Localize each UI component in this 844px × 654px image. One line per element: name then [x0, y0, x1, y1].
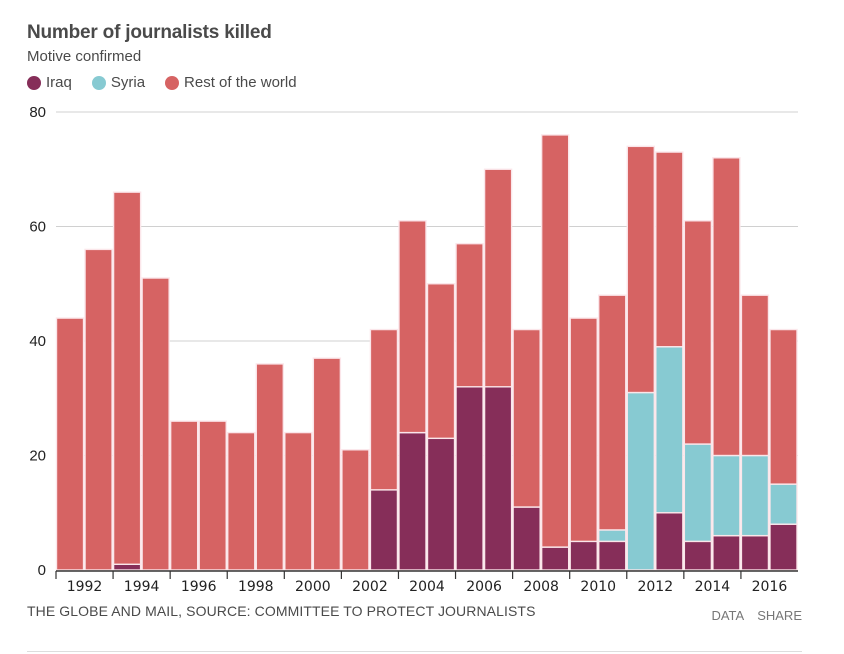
bar-2006-rest-of-the-world [455, 242, 484, 388]
bar-2015-rest-of-the-world [712, 157, 741, 457]
bar-2014-rest-of-the-world [683, 220, 713, 445]
bar-2012-syria [626, 391, 656, 571]
y-tick-label: 20 [29, 448, 46, 465]
bar-1996-rest-of-the-world [169, 420, 199, 571]
x-tick-label: 2012 [637, 579, 673, 595]
bar-2008-iraq [512, 506, 541, 571]
legend-swatch-rest [165, 75, 180, 90]
bar-2010-rest-of-the-world [569, 317, 598, 543]
bar-1994-iraq [112, 563, 142, 571]
bar-1997-rest-of-the-world [198, 420, 227, 571]
bottom-divider [27, 651, 802, 652]
bar-2002-rest-of-the-world [341, 449, 370, 571]
y-tick-label: 80 [29, 104, 46, 121]
bar-1999-rest-of-the-world [255, 363, 285, 571]
x-tick-label: 2002 [352, 579, 388, 595]
chart-subtitle: Motive confirmed [27, 48, 142, 65]
bar-2009-rest-of-the-world [540, 134, 570, 548]
x-tick-label: 2004 [409, 579, 445, 595]
bar-2014-iraq [683, 540, 713, 571]
x-tick-label: 2008 [523, 579, 559, 595]
bar-1992-rest-of-the-world [55, 317, 85, 571]
bar-2017-rest-of-the-world [769, 328, 798, 485]
bar-2000-rest-of-the-world [284, 431, 313, 571]
bar-2015-iraq [712, 534, 741, 571]
bar-1993-rest-of-the-world [84, 248, 113, 571]
legend-item-rest: Rest of the world [165, 74, 297, 91]
x-tick-label: 2006 [466, 579, 502, 595]
bar-1995-rest-of-the-world [141, 277, 170, 571]
bar-2003-iraq [369, 489, 399, 571]
y-tick-label: 0 [38, 562, 46, 579]
bar-2016-rest-of-the-world [740, 294, 770, 457]
bar-2003-rest-of-the-world [369, 328, 399, 491]
y-tick-label: 40 [29, 333, 46, 350]
bar-2010-iraq [569, 540, 598, 571]
bar-2007-rest-of-the-world [483, 168, 513, 388]
bar-2006-iraq [455, 386, 484, 571]
bar-2012-rest-of-the-world [626, 145, 656, 394]
bar-2015-syria [712, 454, 741, 537]
bar-1998-rest-of-the-world [227, 431, 256, 571]
legend-swatch-syria [91, 75, 106, 90]
bar-2007-iraq [483, 386, 513, 571]
bar-2005-iraq [426, 437, 456, 571]
legend-item-iraq: Iraq [27, 74, 72, 91]
x-tick-label: 1992 [67, 579, 103, 595]
bar-2011-syria [598, 529, 627, 543]
bar-1994-rest-of-the-world [112, 191, 142, 565]
legend-item-syria: Syria [91, 74, 146, 91]
bar-2014-syria [683, 443, 713, 543]
x-tick-label: 1998 [238, 579, 274, 595]
x-tick-label: 2000 [295, 579, 331, 595]
x-tick-label: 2014 [695, 579, 731, 595]
x-tick-label: 1996 [181, 579, 217, 595]
x-tick-label: 2016 [752, 579, 788, 595]
bar-2017-syria [769, 483, 798, 525]
chart-title: Number of journalists killed [27, 22, 272, 43]
bar-2004-rest-of-the-world [398, 220, 427, 434]
share-link[interactable]: SHARE [757, 608, 802, 623]
x-tick-label: 1994 [124, 579, 160, 595]
bar-2005-rest-of-the-world [426, 283, 456, 440]
bar-2013-rest-of-the-world [655, 151, 684, 348]
bar-2013-syria [655, 346, 684, 514]
legend-label-syria: Syria [110, 74, 146, 91]
source-credit: THE GLOBE AND MAIL, SOURCE: COMMITTEE TO… [27, 603, 536, 619]
x-tick-label: 2010 [580, 579, 616, 595]
data-link[interactable]: DATA [711, 608, 745, 623]
bar-2001-rest-of-the-world [312, 357, 342, 571]
bar-2016-iraq [740, 534, 770, 571]
legend-label-iraq: Iraq [46, 74, 72, 91]
bar-2017-iraq [769, 523, 798, 571]
y-tick-label: 60 [29, 219, 46, 236]
bar-2011-iraq [598, 540, 627, 571]
legend-swatch-iraq [27, 75, 41, 90]
bar-2009-iraq [540, 546, 570, 571]
bar-2004-iraq [398, 431, 427, 571]
bar-2008-rest-of-the-world [512, 328, 541, 508]
legend: Iraq Syria Rest of the world [27, 74, 317, 91]
bar-2016-syria [740, 454, 770, 537]
bar-2011-rest-of-the-world [598, 294, 627, 531]
footer-links: DATA SHARE [698, 608, 802, 623]
legend-label-rest: Rest of the world [184, 74, 297, 91]
bar-2013-iraq [655, 512, 684, 571]
